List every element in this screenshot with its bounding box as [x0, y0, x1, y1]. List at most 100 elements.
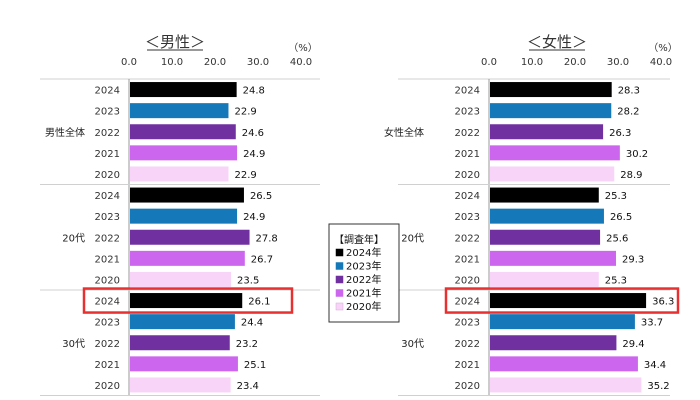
value-label: 34.4 — [644, 360, 666, 371]
x-tick-label: 40.0 — [650, 57, 672, 68]
value-label: 33.7 — [641, 318, 663, 329]
bar — [130, 208, 238, 224]
bar — [130, 293, 243, 309]
value-label: 25.6 — [606, 233, 628, 244]
bar — [130, 166, 229, 182]
value-label: 22.9 — [234, 107, 256, 118]
value-label: 29.3 — [622, 254, 644, 265]
panel-title: ＜女性＞ — [527, 33, 587, 51]
bar — [130, 271, 232, 287]
year-label: 2024 — [455, 86, 480, 97]
value-label: 25.3 — [605, 275, 627, 286]
bar — [490, 103, 612, 119]
value-label: 22.9 — [234, 170, 256, 181]
value-label: 28.9 — [620, 170, 642, 181]
legend-swatch — [335, 302, 344, 311]
legend-label: 2023年 — [346, 260, 381, 273]
bar — [490, 356, 638, 372]
year-label: 2024 — [95, 191, 120, 202]
group-label: 男性全体 — [45, 126, 85, 139]
value-label: 36.3 — [652, 297, 674, 308]
group-label: 30代 — [401, 338, 424, 350]
group-label: 20代 — [401, 232, 424, 244]
value-label: 28.3 — [618, 86, 640, 97]
x-tick-label: 10.0 — [161, 57, 183, 68]
year-label: 2022 — [455, 128, 480, 139]
x-tick-label: 0.0 — [121, 57, 137, 68]
year-label: 2023 — [455, 318, 480, 329]
value-label: 23.2 — [236, 339, 258, 350]
year-label: 2023 — [95, 212, 120, 223]
value-label: 23.4 — [237, 381, 259, 392]
highlight-box — [82, 287, 294, 314]
unit-label: （%） — [648, 42, 678, 54]
year-label: 2022 — [95, 128, 120, 139]
bar — [130, 145, 238, 161]
bar — [130, 229, 250, 245]
value-label: 29.4 — [622, 339, 644, 350]
year-label: 2022 — [95, 339, 120, 350]
value-label: 26.5 — [610, 212, 632, 223]
bar — [490, 335, 617, 351]
value-label: 24.6 — [242, 128, 264, 139]
year-label: 2024 — [95, 86, 120, 97]
x-tick-label: 30.0 — [247, 57, 269, 68]
bar — [130, 356, 238, 372]
value-label: 25.3 — [605, 191, 627, 202]
value-label: 26.5 — [250, 191, 272, 202]
year-label: 2020 — [455, 381, 480, 392]
value-label: 26.1 — [248, 297, 270, 308]
year-label: 2020 — [455, 170, 480, 181]
year-label: 2022 — [455, 339, 480, 350]
bar — [130, 335, 230, 351]
value-label: 24.4 — [241, 318, 263, 329]
year-label: 2024 — [455, 191, 480, 202]
x-tick-label: 20.0 — [564, 57, 586, 68]
year-label: 2020 — [95, 275, 120, 286]
year-label: 2021 — [95, 254, 120, 265]
bar — [490, 187, 599, 203]
bar — [130, 103, 229, 119]
year-label: 2022 — [95, 233, 120, 244]
bar — [490, 377, 642, 393]
legend-swatch — [335, 248, 344, 257]
bar — [130, 314, 235, 330]
highlight-box — [444, 287, 680, 314]
legend-swatch — [335, 262, 344, 270]
bar — [490, 82, 612, 98]
year-label: 2024 — [95, 297, 120, 308]
value-label: 24.9 — [243, 149, 265, 160]
bar — [130, 82, 237, 98]
year-label: 2021 — [455, 149, 480, 160]
bar — [490, 208, 604, 224]
bar — [490, 271, 599, 287]
legend-label: 2024年 — [346, 246, 381, 259]
value-label: 24.9 — [243, 212, 265, 223]
value-label: 27.8 — [256, 233, 278, 244]
bar — [490, 124, 604, 140]
year-label: 2021 — [455, 254, 480, 265]
value-label: 25.1 — [244, 360, 266, 371]
value-label: 26.3 — [609, 128, 631, 139]
group-label: 女性全体 — [384, 126, 424, 139]
unit-label: （%） — [288, 42, 318, 54]
value-label: 26.7 — [251, 254, 273, 265]
group-label: 20代 — [62, 232, 85, 244]
bar — [130, 187, 244, 203]
year-label: 2023 — [95, 318, 120, 329]
value-label: 30.2 — [626, 149, 648, 160]
x-tick-label: 10.0 — [521, 57, 543, 68]
year-label: 2023 — [455, 107, 480, 118]
bar — [130, 124, 236, 140]
bar — [490, 314, 635, 330]
bar — [130, 377, 231, 393]
year-label: 2022 — [455, 233, 480, 244]
panel-title: ＜男性＞ — [145, 33, 205, 51]
bar — [490, 229, 601, 245]
legend-label: 2021年 — [346, 287, 381, 300]
year-label: 2020 — [455, 275, 480, 286]
bar — [490, 145, 620, 161]
legend-label: 2022年 — [346, 273, 381, 286]
